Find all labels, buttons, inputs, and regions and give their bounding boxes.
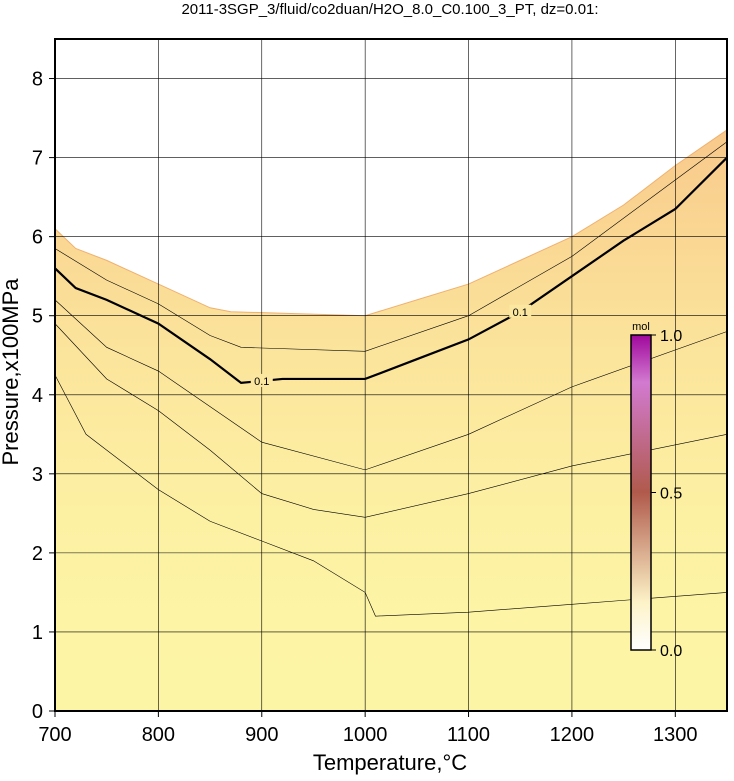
y-axis-label: Pressure,x100MPa	[0, 278, 23, 466]
x-tick-label: 1000	[343, 724, 388, 746]
chart-title: 2011-3SGP_3/fluid/co2duan/H2O_8.0_C0.100…	[181, 1, 598, 18]
contour-label: 0.1	[513, 307, 528, 319]
y-tick-label: 3	[32, 464, 43, 486]
contour-line	[54, 156, 728, 385]
y-tick-label: 7	[32, 148, 43, 170]
x-tick-label: 700	[38, 724, 71, 746]
colorbar-tick-label: 0.5	[660, 486, 682, 503]
filled-region-shade	[55, 129, 727, 711]
colorbar-unit: mol	[632, 321, 650, 333]
contour-line	[54, 141, 728, 352]
contour-line	[54, 374, 728, 617]
y-tick-label: 2	[32, 543, 43, 565]
x-tick-label: 1200	[550, 724, 595, 746]
colorbar-tick-label: 1.0	[660, 328, 682, 345]
colorbar-tick-label: 0.0	[660, 643, 682, 660]
contour-line	[54, 323, 728, 518]
contour-label: 0.1	[254, 376, 269, 388]
boundary-line	[54, 129, 728, 317]
y-tick-label: 5	[32, 306, 43, 328]
frame	[54, 38, 728, 712]
y-tick-label: 4	[32, 385, 43, 407]
x-tick-label: 800	[142, 724, 175, 746]
x-axis-label: Temperature,°C	[313, 750, 467, 775]
x-tick-label: 1300	[653, 724, 698, 746]
colorbar	[630, 334, 652, 651]
y-tick-label: 0	[32, 701, 43, 723]
contour-label-bg	[509, 304, 532, 318]
x-tick-label: 900	[245, 724, 278, 746]
x-tick-label: 1100	[447, 724, 490, 746]
contour-label-bg	[250, 373, 273, 387]
y-tick-label: 6	[32, 227, 43, 249]
y-tick-label: 8	[32, 69, 43, 91]
y-tick-label: 1	[32, 622, 43, 644]
contour-line	[54, 299, 728, 471]
